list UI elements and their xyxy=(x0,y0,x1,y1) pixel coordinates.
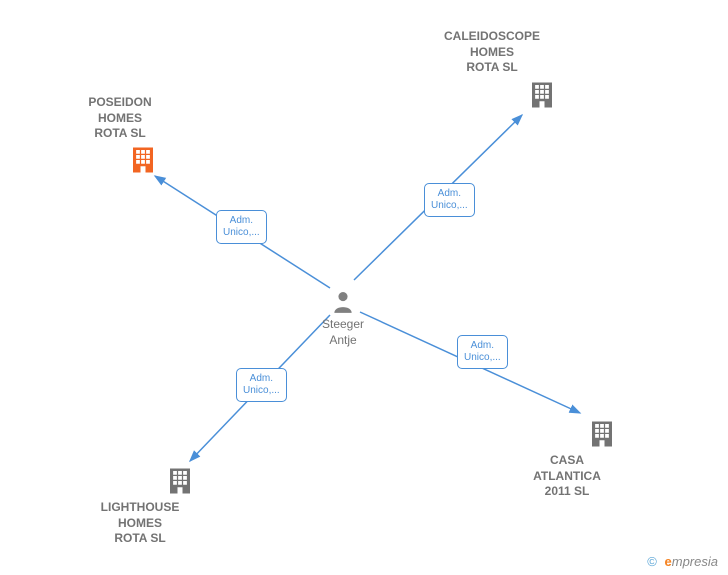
node-lighthouse-label: LIGHTHOUSEHOMESROTA SL xyxy=(90,500,190,547)
node-poseidon-label: POSEIDONHOMESROTA SL xyxy=(70,95,170,142)
node-poseidon-icon[interactable] xyxy=(128,145,158,175)
person-icon xyxy=(330,289,356,315)
edges-layer xyxy=(0,0,728,575)
node-casa-label: CASAATLANTICA2011 SL xyxy=(517,453,617,500)
center-node-label: SteegerAntje xyxy=(303,317,383,348)
edge-label: Adm.Unico,... xyxy=(424,183,475,217)
node-caleidoscope-icon[interactable] xyxy=(527,80,557,110)
edge-label: Adm.Unico,... xyxy=(216,210,267,244)
copyright-symbol: © xyxy=(647,554,657,569)
building-icon xyxy=(587,419,617,449)
edge-label: Adm.Unico,... xyxy=(236,368,287,402)
brand-first-letter: e xyxy=(665,554,672,569)
brand-rest: mpresia xyxy=(672,554,718,569)
building-icon xyxy=(527,80,557,110)
edge-label: Adm.Unico,... xyxy=(457,335,508,369)
building-icon xyxy=(128,145,158,175)
node-casa-icon[interactable] xyxy=(587,419,617,449)
watermark: © empresia xyxy=(647,554,718,569)
node-lighthouse-icon[interactable] xyxy=(165,466,195,496)
node-caleidoscope-label: CALEIDOSCOPEHOMESROTA SL xyxy=(442,29,542,76)
building-icon xyxy=(165,466,195,496)
center-node-icon[interactable] xyxy=(330,289,356,315)
